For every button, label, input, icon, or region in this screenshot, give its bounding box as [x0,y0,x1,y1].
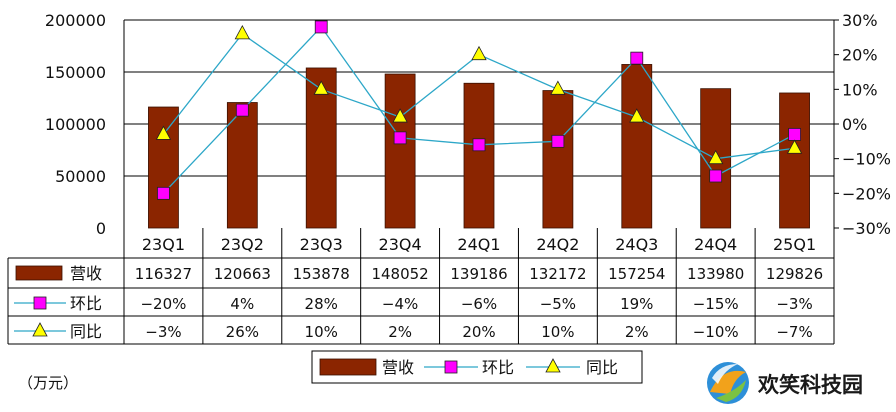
point-yoy [392,108,408,123]
x-tick-label: 25Q1 [773,235,816,254]
table-cell: 26% [226,323,259,341]
x-tick-label: 23Q4 [379,235,422,254]
table-cell: 116327 [135,265,192,283]
key-bar-swatch [15,265,63,281]
point-qoq [235,103,249,117]
legend-triangle-marker [545,358,561,373]
point-qoq [314,20,328,34]
point-qoq [157,186,170,200]
legend-label-yoy: 同比 [586,358,618,377]
y-tick-label: 50000 [55,167,106,186]
y2-tick-label: −20% [842,184,891,203]
logo-swoosh-white [712,364,738,384]
point-yoy [629,108,645,123]
y2-tick-label: −10% [842,150,891,169]
key-triangle-marker [32,322,48,337]
watermark: 欢笑科技园 [707,362,863,404]
bar-series-revenue [148,64,810,229]
legend-label-qoq: 环比 [482,358,514,377]
bar-revenue [779,92,810,229]
table-cell: 10% [541,323,574,341]
line-series-yoy [155,25,803,165]
point-qoq [551,134,565,148]
watermark-text: 欢笑科技园 [757,373,863,397]
legend-square-marker [444,360,458,374]
y2-tick-label: 0% [842,115,867,134]
key-square-marker [33,296,47,310]
x-tick-label: 24Q3 [615,235,658,254]
y2-tick-label: 20% [842,46,878,65]
bar-revenue [621,64,653,229]
table-row-label: 环比 [70,294,102,313]
y-tick-label: 100000 [45,115,106,134]
point-yoy [313,80,329,95]
table-cell: 148052 [371,265,428,283]
table-cell: −4% [382,295,418,313]
legend-label-revenue: 营收 [382,358,414,377]
y2-tick-label: 10% [842,80,878,99]
table-cell: 2% [388,323,412,341]
table-cell: 133980 [687,265,744,283]
table-cell: 132172 [529,265,586,283]
table-cell: −3% [776,295,812,313]
bar-revenue [384,73,416,229]
x-tick-label: 24Q1 [457,235,500,254]
point-yoy [786,139,803,154]
x-tick-label: 23Q2 [221,235,264,254]
data-table: 23Q1 23Q2 23Q3 23Q4 24Q1 24Q2 24Q3 24Q4 25Q1 1163… [7,228,834,345]
y-tick-label: 0 [96,219,106,238]
table-cell: 10% [305,323,338,341]
point-qoq [393,131,407,145]
table-cell: 28% [305,295,338,313]
point-yoy [155,125,172,140]
table-cell: −20% [140,295,186,313]
x-tick-label: 23Q3 [300,235,343,254]
table-cell: 157254 [608,265,665,283]
table-cell: −3% [145,323,181,341]
bar-revenue [226,102,258,229]
logo-swoosh-orange [710,370,746,394]
point-qoq [630,51,644,65]
table-cell: 129826 [766,265,823,283]
point-yoy [550,80,566,95]
y2-tick-label: 30% [842,11,878,30]
table-cell: −10% [693,323,739,341]
table-row-label: 营收 [70,264,102,283]
table-cell: 139186 [450,265,507,283]
table-cell: 4% [230,295,254,313]
table-cell: 153878 [293,265,350,283]
x-tick-label: 24Q4 [694,235,737,254]
point-yoy [471,45,487,61]
table-cell: 2% [625,323,649,341]
y-tick-label: 150000 [45,63,106,82]
table-row-label: 同比 [70,322,102,341]
table-cell: −5% [540,295,576,313]
x-tick-label: 23Q1 [142,235,185,254]
point-yoy [234,25,251,40]
legend-bar-swatch [319,358,377,376]
table-cell: 19% [620,295,653,313]
y2-tick-label: −30% [842,219,891,238]
table-cell: 20% [462,323,495,341]
table-cell: −7% [776,323,812,341]
table-cell: 120663 [214,265,271,283]
line-series-qoq [157,20,801,200]
unit-label: （万元） [18,374,78,392]
bar-revenue [148,106,179,229]
legend: 营收 环比 同比 [311,350,643,384]
point-yoy [707,149,724,165]
bar-revenue [542,90,574,229]
bar-revenue [463,82,495,229]
y-tick-label: 200000 [45,11,106,30]
point-qoq [788,127,801,141]
point-qoq [472,138,486,152]
table-cell: −15% [693,295,739,313]
x-tick-label: 24Q2 [536,235,579,254]
table-cell: −6% [461,295,497,313]
point-qoq [709,169,723,183]
logo-swoosh-green [716,380,746,402]
